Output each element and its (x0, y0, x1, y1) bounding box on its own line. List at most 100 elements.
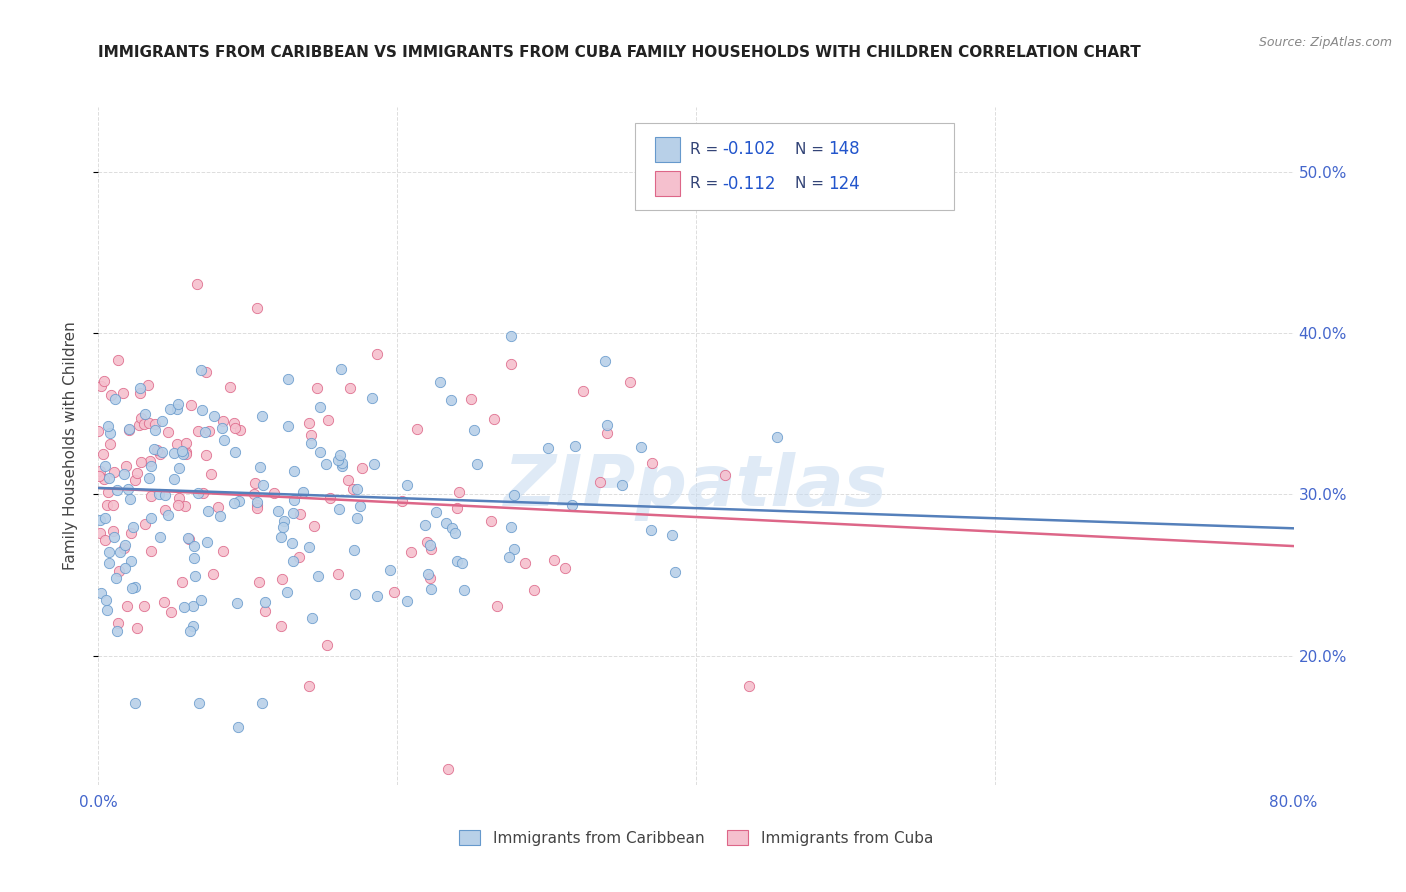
Immigrants from Caribbean (179, 624, 201, 638)
Immigrants from Caribbean (501, 520, 523, 534)
Immigrants from Caribbean (183, 539, 205, 553)
Immigrants from Cuba (89, 464, 111, 478)
Immigrants from Cuba (315, 638, 337, 652)
Immigrants from Cuba (554, 561, 576, 575)
Immigrants from Cuba (304, 518, 326, 533)
Immigrants from Cuba (641, 457, 664, 471)
Immigrants from Cuba (174, 445, 197, 459)
Immigrants from Caribbean (276, 584, 298, 599)
Immigrants from Cuba (89, 525, 111, 540)
Immigrants from Cuba (156, 425, 179, 440)
Immigrants from Cuba (98, 437, 121, 451)
Immigrants from Cuba (187, 424, 209, 438)
Immigrants from Cuba (419, 542, 441, 557)
Immigrants from Caribbean (308, 400, 330, 414)
Immigrants from Caribbean (202, 409, 225, 424)
Immigrants from Caribbean (197, 503, 219, 517)
Immigrants from Caribbean (121, 581, 143, 595)
Immigrants from Cuba (194, 449, 217, 463)
Immigrants from Cuba (170, 575, 193, 590)
Text: 148: 148 (828, 140, 859, 158)
Immigrants from Cuba (103, 498, 125, 512)
Immigrants from Caribbean (120, 553, 142, 567)
Immigrants from Cuba (224, 416, 246, 430)
Immigrants from Cuba (87, 424, 110, 438)
Immigrants from Caribbean (138, 470, 160, 484)
Immigrants from Caribbean (104, 392, 127, 406)
Immigrants from Caribbean (172, 444, 194, 458)
Immigrants from Caribbean (252, 409, 274, 423)
Immigrants from Caribbean (114, 561, 136, 575)
Y-axis label: Family Households with Children: Family Households with Children (63, 322, 77, 570)
Immigrants from Caribbean (226, 719, 249, 733)
Immigrants from Cuba (224, 421, 246, 435)
Immigrants from Caribbean (440, 521, 463, 535)
Immigrants from Cuba (176, 446, 198, 460)
Immigrants from Caribbean (292, 485, 315, 500)
Immigrants from Cuba (93, 374, 115, 388)
Immigrants from Cuba (179, 532, 201, 546)
Immigrants from Caribbean (283, 506, 305, 520)
Immigrants from Cuba (136, 378, 159, 392)
Immigrants from Caribbean (173, 599, 195, 614)
Immigrants from Caribbean (96, 603, 118, 617)
Immigrants from Caribbean (429, 376, 451, 390)
Immigrants from Caribbean (124, 697, 146, 711)
Immigrants from Cuba (299, 427, 322, 442)
Immigrants from Cuba (107, 616, 129, 631)
Immigrants from Caribbean (453, 582, 475, 597)
Immigrants from Caribbean (330, 456, 353, 470)
Immigrants from Caribbean (343, 543, 366, 558)
Immigrants from Caribbean (157, 508, 180, 522)
Immigrants from Caribbean (564, 439, 586, 453)
Immigrants from Caribbean (343, 587, 366, 601)
Immigrants from Cuba (132, 599, 155, 614)
Immigrants from Caribbean (363, 457, 385, 471)
Immigrants from Caribbean (90, 586, 112, 600)
Immigrants from Caribbean (124, 580, 146, 594)
Immigrants from Caribbean (228, 494, 250, 508)
Immigrants from Cuba (513, 556, 536, 570)
Immigrants from Caribbean (463, 423, 485, 437)
Immigrants from Cuba (246, 501, 269, 516)
Immigrants from Cuba (263, 486, 285, 500)
Immigrants from Caribbean (330, 458, 353, 473)
Immigrants from Caribbean (114, 538, 136, 552)
Immigrants from Caribbean (224, 496, 246, 510)
Immigrants from Caribbean (537, 442, 560, 456)
Immigrants from Cuba (207, 500, 229, 515)
Immigrants from Caribbean (108, 544, 131, 558)
Text: -0.112: -0.112 (723, 175, 776, 193)
Immigrants from Caribbean (307, 569, 329, 583)
Immigrants from Caribbean (89, 513, 111, 527)
Immigrants from Caribbean (177, 531, 200, 545)
Immigrants from Caribbean (94, 592, 117, 607)
Immigrants from Cuba (399, 545, 422, 559)
Immigrants from Caribbean (167, 397, 190, 411)
Immigrants from Cuba (254, 604, 277, 618)
Immigrants from Caribbean (299, 436, 322, 450)
Immigrants from Caribbean (94, 511, 117, 525)
Immigrants from Caribbean (184, 569, 207, 583)
Immigrants from Cuba (143, 417, 166, 431)
Immigrants from Caribbean (640, 524, 662, 538)
Immigrants from Caribbean (561, 498, 583, 512)
Text: ZIPpatlas: ZIPpatlas (505, 452, 887, 521)
Immigrants from Caribbean (172, 447, 194, 461)
Immigrants from Cuba (436, 762, 458, 776)
Immigrants from Caribbean (252, 477, 274, 491)
Immigrants from Caribbean (195, 535, 218, 549)
Immigrants from Caribbean (166, 401, 188, 416)
Immigrants from Cuba (167, 498, 190, 512)
Immigrants from Cuba (484, 412, 506, 426)
Immigrants from Cuba (523, 582, 546, 597)
Immigrants from Cuba (246, 301, 269, 315)
Immigrants from Caribbean (254, 595, 277, 609)
Immigrants from Caribbean (593, 353, 616, 368)
Immigrants from Caribbean (181, 619, 204, 633)
Immigrants from Cuba (479, 514, 502, 528)
Immigrants from Caribbean (187, 485, 209, 500)
Immigrants from Cuba (194, 365, 217, 379)
Immigrants from Caribbean (112, 467, 135, 482)
Immigrants from Caribbean (226, 597, 249, 611)
